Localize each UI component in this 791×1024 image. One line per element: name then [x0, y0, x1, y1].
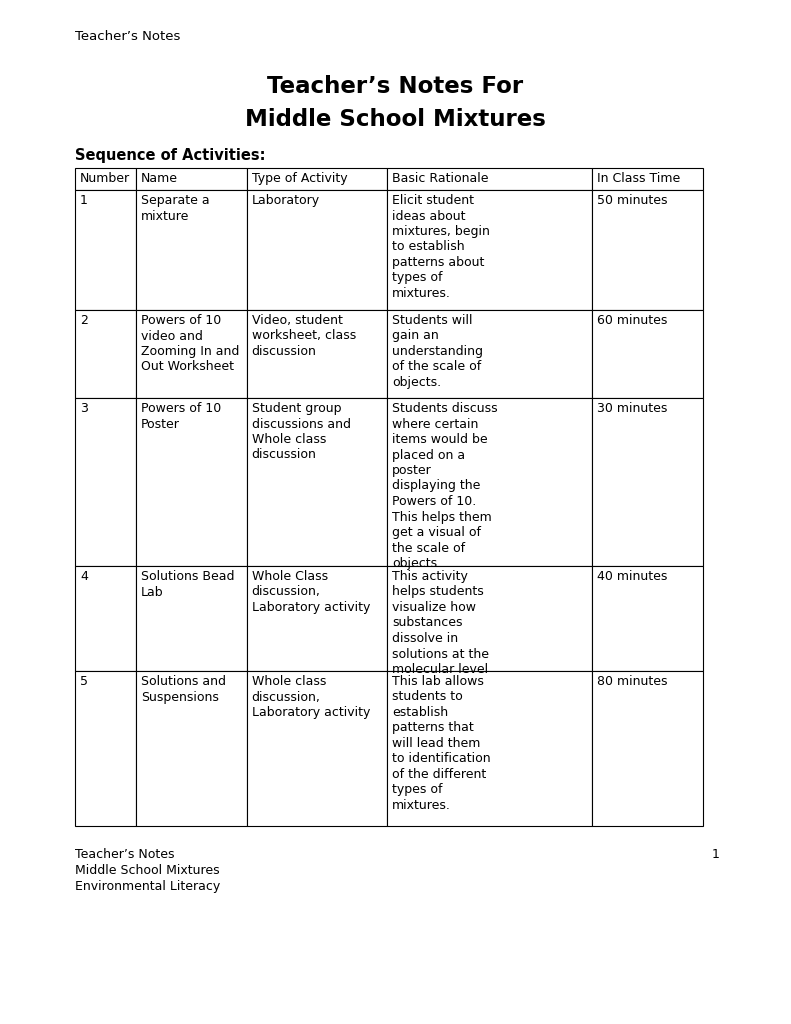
Text: Environmental Literacy: Environmental Literacy [75, 880, 220, 893]
Bar [387, 566, 592, 671]
Text: 3: 3 [80, 402, 88, 415]
Text: 1: 1 [80, 194, 88, 207]
Bar [387, 310, 592, 398]
Text: 80 minutes: 80 minutes [597, 675, 668, 688]
Text: Separate a
mixture: Separate a mixture [141, 194, 210, 222]
Text: Solutions Bead
Lab: Solutions Bead Lab [141, 570, 234, 598]
Text: Laboratory: Laboratory [252, 194, 320, 207]
Text: Powers of 10
Poster: Powers of 10 Poster [141, 402, 221, 430]
Bar [247, 190, 387, 310]
Bar [247, 168, 387, 190]
Text: This lab allows
students to
establish
patterns that
will lead them
to identifica: This lab allows students to establish pa… [392, 675, 490, 812]
Bar [592, 671, 703, 826]
Bar [75, 566, 135, 671]
Text: 60 minutes: 60 minutes [597, 314, 668, 327]
Bar [247, 310, 387, 398]
Text: 50 minutes: 50 minutes [597, 194, 668, 207]
Text: Whole Class
discussion,
Laboratory activity: Whole Class discussion, Laboratory activ… [252, 570, 370, 614]
Bar [135, 190, 247, 310]
Text: 4: 4 [80, 570, 88, 583]
Bar [247, 566, 387, 671]
Text: Teacher’s Notes: Teacher’s Notes [75, 30, 180, 43]
Bar [592, 398, 703, 566]
Text: Basic Rationale: Basic Rationale [392, 172, 489, 185]
Text: Students will
gain an
understanding
of the scale of
objects.: Students will gain an understanding of t… [392, 314, 483, 389]
Bar [75, 671, 135, 826]
Text: Whole class
discussion,
Laboratory activity: Whole class discussion, Laboratory activ… [252, 675, 370, 719]
Bar [75, 398, 135, 566]
Text: Middle School Mixtures: Middle School Mixtures [245, 108, 546, 131]
Text: Elicit student
ideas about
mixtures, begin
to establish
patterns about
types of
: Elicit student ideas about mixtures, beg… [392, 194, 490, 300]
Text: Teacher’s Notes For: Teacher’s Notes For [267, 75, 524, 98]
Text: Powers of 10
video and
Zooming In and
Out Worksheet: Powers of 10 video and Zooming In and Ou… [141, 314, 239, 374]
Bar [135, 671, 247, 826]
Text: Video, student
worksheet, class
discussion: Video, student worksheet, class discussi… [252, 314, 356, 358]
Text: 2: 2 [80, 314, 88, 327]
Text: Sequence of Activities:: Sequence of Activities: [75, 148, 266, 163]
Text: Teacher’s Notes: Teacher’s Notes [75, 848, 175, 861]
Text: This activity
helps students
visualize how
substances
dissolve in
solutions at t: This activity helps students visualize h… [392, 570, 489, 676]
Bar [75, 310, 135, 398]
Text: Students discuss
where certain
items would be
placed on a
poster
displaying the
: Students discuss where certain items wou… [392, 402, 498, 570]
Bar [592, 168, 703, 190]
Text: 5: 5 [80, 675, 88, 688]
Text: 40 minutes: 40 minutes [597, 570, 668, 583]
Bar [75, 190, 135, 310]
Bar [387, 190, 592, 310]
Text: Name: Name [141, 172, 178, 185]
Bar [247, 671, 387, 826]
Bar [135, 398, 247, 566]
Bar [592, 566, 703, 671]
Bar [75, 168, 135, 190]
Text: 30 minutes: 30 minutes [597, 402, 668, 415]
Bar [135, 168, 247, 190]
Text: Student group
discussions and
Whole class
discussion: Student group discussions and Whole clas… [252, 402, 350, 462]
Bar [387, 168, 592, 190]
Bar [592, 310, 703, 398]
Text: Solutions and
Suspensions: Solutions and Suspensions [141, 675, 225, 703]
Bar [387, 671, 592, 826]
Bar [135, 310, 247, 398]
Text: Type of Activity: Type of Activity [252, 172, 347, 185]
Text: 1: 1 [712, 848, 720, 861]
Bar [387, 398, 592, 566]
Text: Middle School Mixtures: Middle School Mixtures [75, 864, 220, 877]
Bar [247, 398, 387, 566]
Bar [135, 566, 247, 671]
Bar [592, 190, 703, 310]
Text: In Class Time: In Class Time [597, 172, 680, 185]
Text: Number: Number [80, 172, 131, 185]
